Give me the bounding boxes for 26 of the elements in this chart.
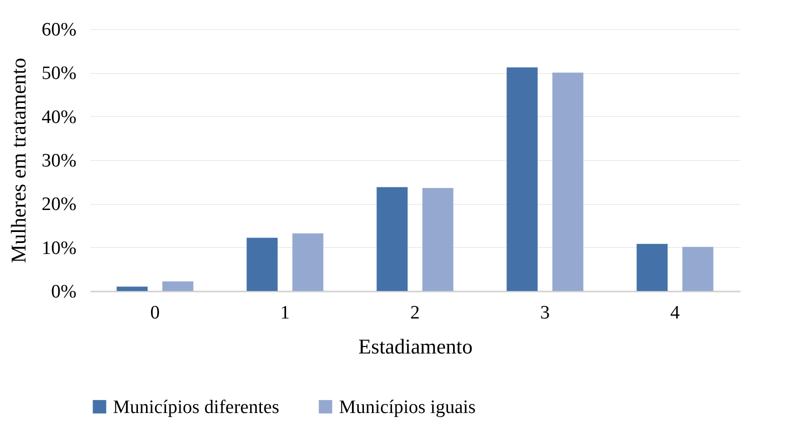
y-tick-label: 10%: [42, 238, 77, 259]
bar: [376, 187, 408, 291]
x-tick-label: 2: [410, 302, 420, 324]
legend-label: Municípios iguais: [339, 396, 476, 418]
bar: [682, 246, 714, 291]
y-tick-label: 20%: [42, 194, 77, 216]
bar: [552, 72, 584, 291]
bar: [506, 67, 538, 291]
bar: [246, 238, 278, 291]
bar: [422, 188, 454, 291]
x-tick-label: 0: [150, 302, 160, 324]
x-axis-title: Estadiamento: [358, 334, 473, 358]
y-tick-label: 0%: [51, 282, 77, 302]
bar: [162, 281, 194, 291]
bar: [636, 244, 668, 291]
bar: [292, 233, 324, 291]
bar: [116, 286, 148, 291]
y-tick-label: 30%: [42, 150, 77, 172]
x-tick-label: 1: [280, 302, 290, 324]
x-tick-label: 3: [540, 302, 550, 324]
y-tick-label: 50%: [42, 63, 77, 84]
y-tick-label: 60%: [42, 20, 77, 40]
legend-label: Municípios diferentes: [113, 396, 280, 418]
y-tick-label: 40%: [42, 106, 77, 128]
y-axis-title: Mulheres em tratamento: [6, 58, 31, 264]
x-tick-label: 4: [670, 302, 680, 324]
